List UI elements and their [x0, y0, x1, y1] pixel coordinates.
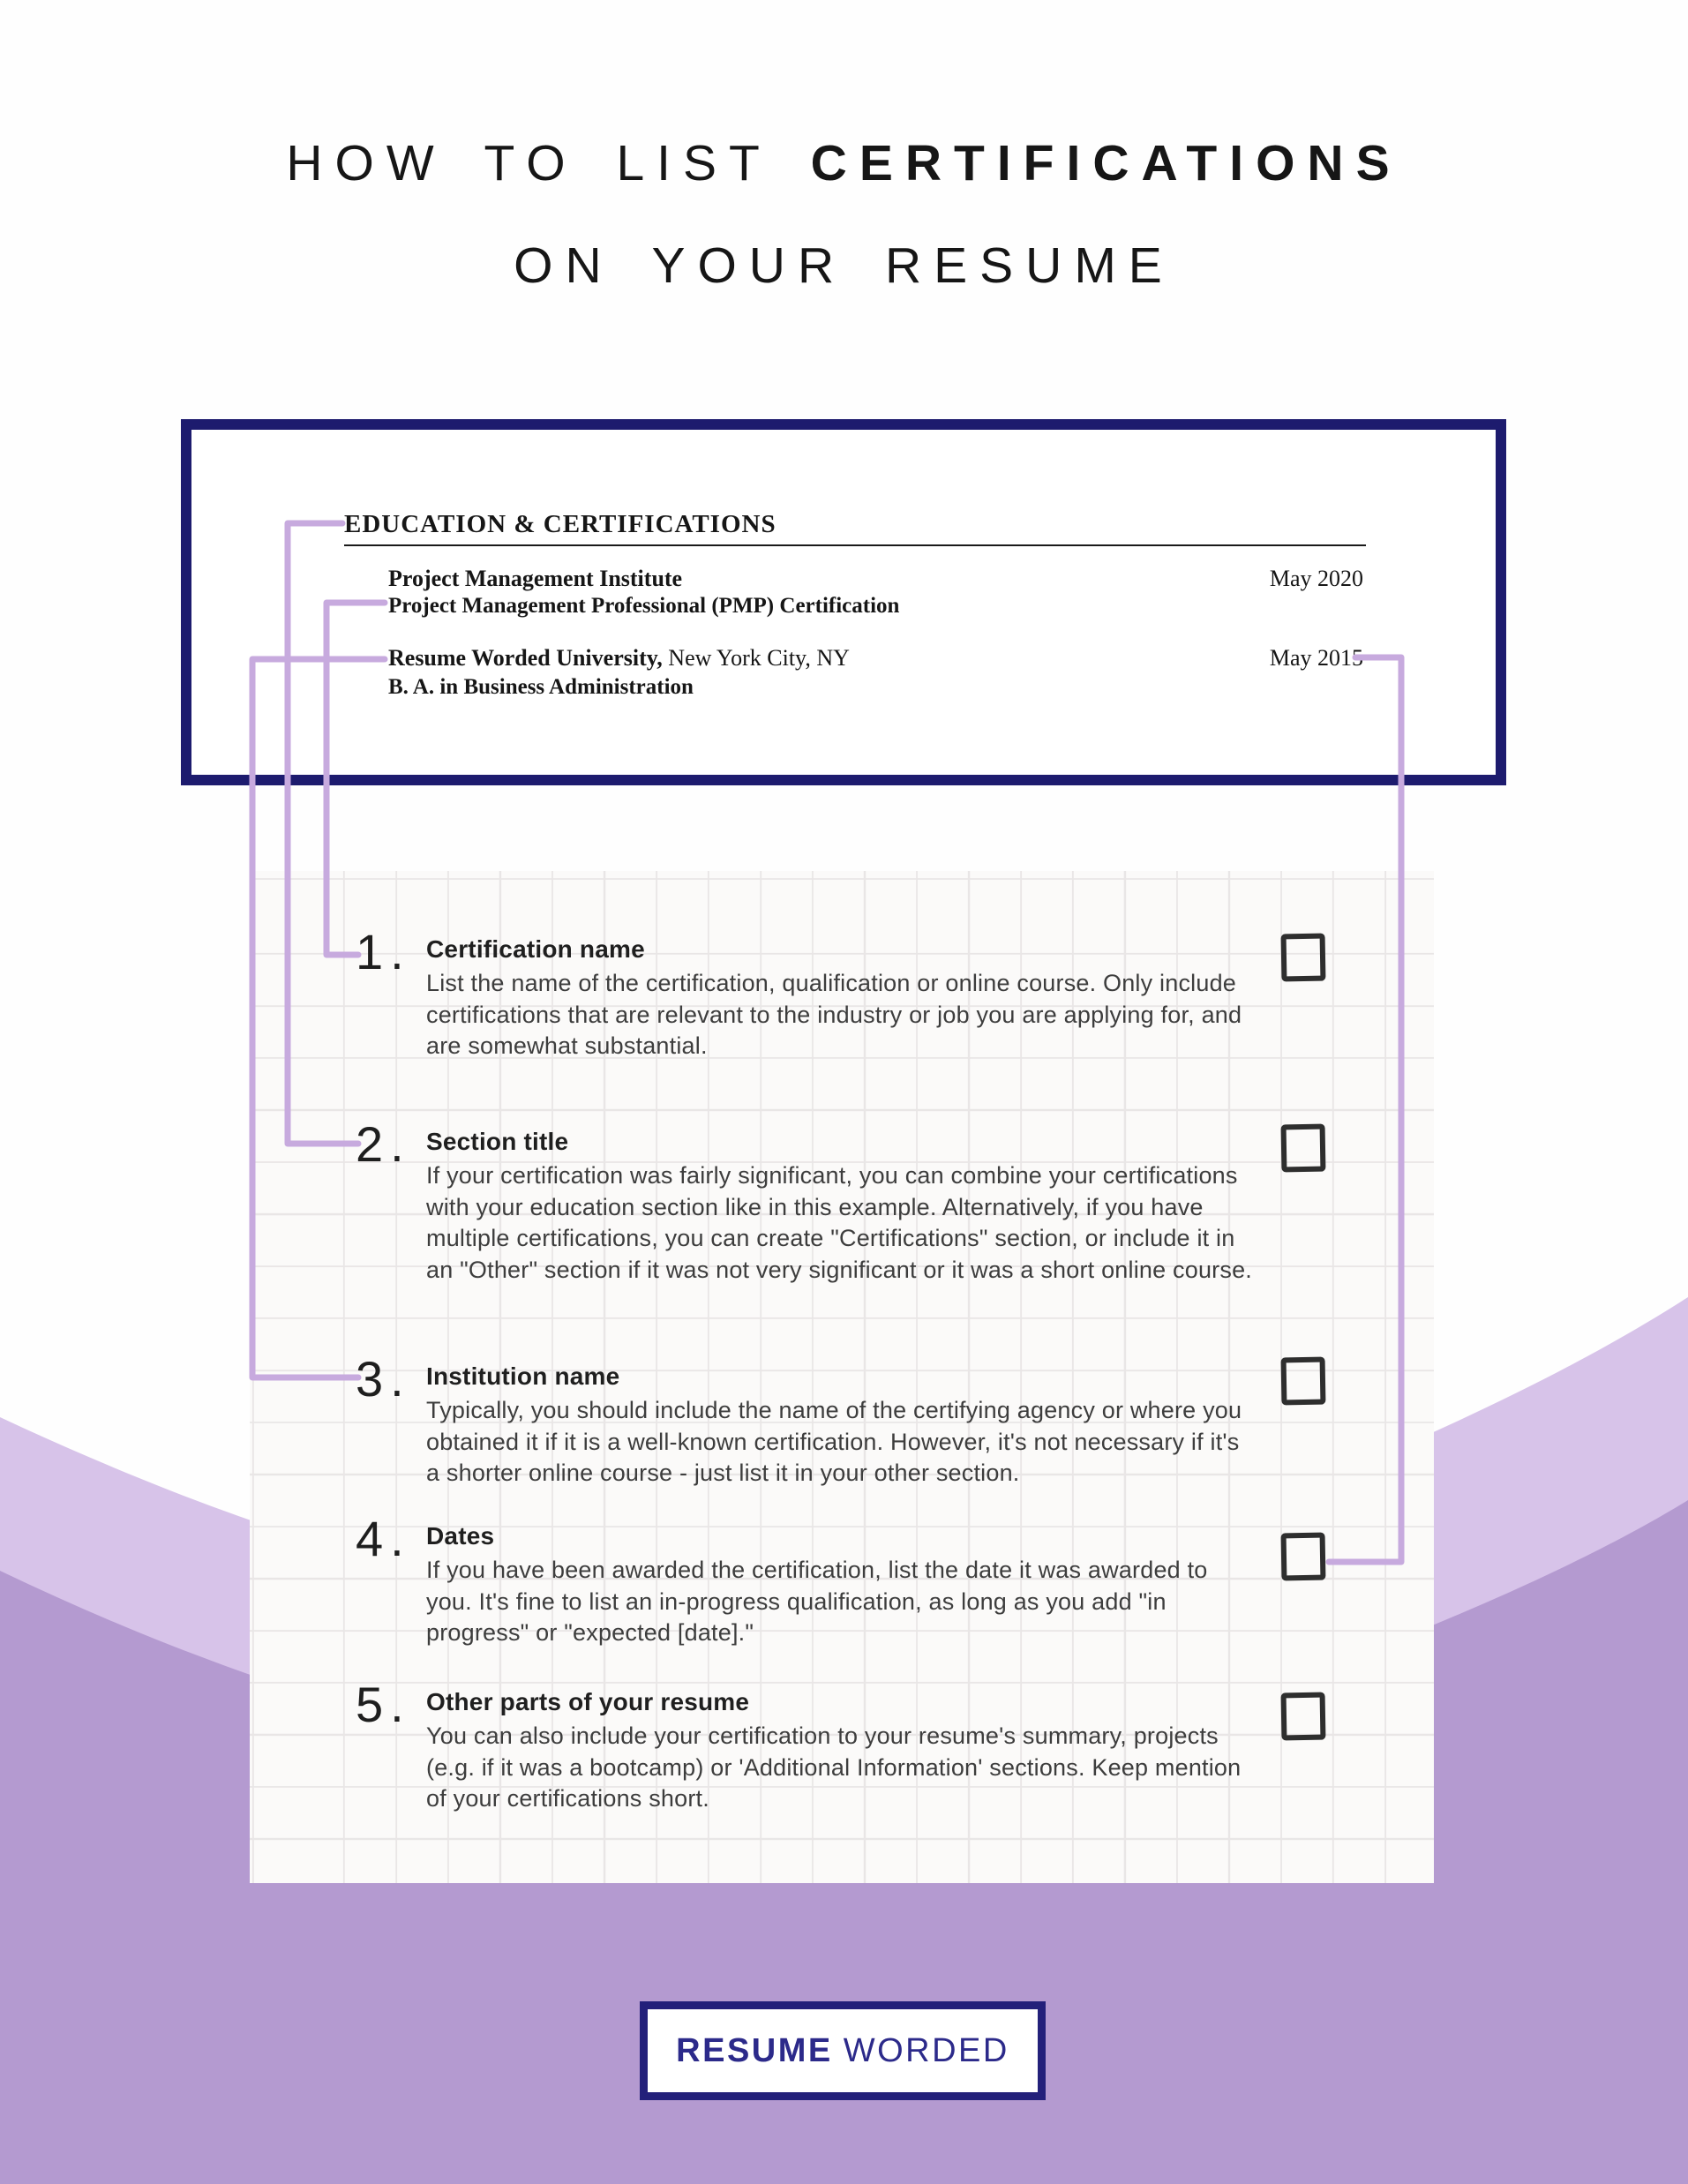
- title-prefix: HOW TO LIST: [286, 135, 772, 191]
- resume-entry-date: May 2020: [1269, 566, 1363, 591]
- logo-text-regular: WORDED: [843, 2031, 1009, 2069]
- resume-entry-detail: B. A. in Business Administration: [388, 675, 694, 699]
- org-name-bold: Project Management Institute: [388, 566, 683, 591]
- page-title-line2: ON YOUR RESUME: [514, 237, 1174, 294]
- item-heading: Institution name: [426, 1362, 620, 1390]
- resume-entry-date: May 2015: [1269, 645, 1363, 671]
- resume-entry-org: Resume Worded University, New York City,…: [388, 645, 850, 672]
- item-heading: Section title: [426, 1128, 569, 1155]
- checkbox: [1280, 1356, 1326, 1406]
- item-number: 3.: [356, 1351, 411, 1407]
- checklist-item: Section title If your certification was …: [426, 1128, 1256, 1286]
- item-body: If your certification was fairly signifi…: [426, 1162, 1252, 1283]
- checklist-item: Institution name Typically, you should i…: [426, 1362, 1256, 1490]
- resume-example-box: [181, 419, 1506, 785]
- resume-section-heading: EDUCATION & CERTIFICATIONS: [344, 510, 776, 538]
- checklist-item: Certification name List the name of the …: [426, 935, 1256, 1062]
- resume-worded-logo: RESUME WORDED: [640, 2001, 1046, 2100]
- checkbox: [1280, 1692, 1326, 1741]
- section-heading-rule: [344, 544, 1366, 546]
- resume-entry-org: Project Management Institute: [388, 566, 682, 592]
- title-highlight: CERTIFICATIONS: [810, 135, 1402, 191]
- item-number: 1.: [356, 924, 411, 979]
- item-body: Typically, you should include the name o…: [426, 1397, 1242, 1486]
- item-number: 2.: [356, 1116, 411, 1172]
- checklist-item: Dates If you have been awarded the certi…: [426, 1522, 1256, 1649]
- item-body: If you have been awarded the certificati…: [426, 1557, 1208, 1646]
- item-heading: Dates: [426, 1522, 495, 1550]
- checkbox: [1280, 933, 1326, 982]
- checklist-item: Other parts of your resume You can also …: [426, 1688, 1256, 1815]
- item-body: List the name of the certification, qual…: [426, 970, 1242, 1059]
- checklist-panel: [250, 871, 1434, 1883]
- item-number: 5.: [356, 1677, 411, 1732]
- org-name-bold: Resume Worded University,: [388, 645, 663, 671]
- resume-entry-detail: Project Management Professional (PMP) Ce…: [388, 594, 900, 618]
- item-number: 4.: [356, 1511, 411, 1566]
- page-title-line1: HOW TO LIST CERTIFICATIONS: [0, 134, 1688, 192]
- checkbox: [1280, 1123, 1326, 1173]
- item-heading: Other parts of your resume: [426, 1688, 750, 1715]
- checkbox: [1280, 1532, 1326, 1581]
- item-body: You can also include your certification …: [426, 1722, 1242, 1812]
- org-name-rest: New York City, NY: [662, 645, 850, 671]
- item-heading: Certification name: [426, 935, 645, 963]
- logo-text-bold: RESUME: [676, 2031, 833, 2069]
